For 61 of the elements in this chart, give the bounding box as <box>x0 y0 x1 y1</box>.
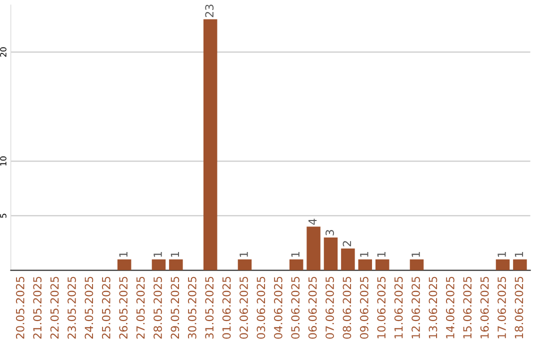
data-label: 3 <box>326 230 334 236</box>
x-tick-label: 22.05.2025 <box>50 276 59 339</box>
x-tick-label: 04.06.2025 <box>274 276 282 339</box>
x-tick-label: 27.05.2025 <box>136 276 145 339</box>
x-tick-label: 26.05.2025 <box>119 276 128 339</box>
x-tick-label: 24.05.2025 <box>84 276 94 339</box>
x-tick-label: 16.06.2025 <box>480 276 489 338</box>
x-tick-label: 01.06.2025 <box>222 276 231 339</box>
data-label: 1 <box>498 252 506 257</box>
x-tick-label: 10.06.2025 <box>377 276 386 338</box>
bar <box>117 259 132 270</box>
x-tick-label: 06.06.2025 <box>308 276 317 339</box>
y-tick-label: 5 <box>0 214 6 218</box>
bar <box>203 19 218 270</box>
x-tick-label: 30.05.2025 <box>188 276 196 339</box>
data-label: 23 <box>205 4 214 18</box>
data-label: 1 <box>360 252 368 257</box>
bar <box>375 259 390 270</box>
x-tick-label: 21.05.2025 <box>33 276 42 339</box>
data-label: 1 <box>377 252 386 257</box>
x-tick-label: 31.05.2025 <box>205 276 214 339</box>
bar <box>324 238 338 270</box>
x-tick-label: 13.06.2025 <box>428 276 438 338</box>
bar <box>238 259 252 270</box>
x-tick-label: 03.06.2025 <box>256 276 266 339</box>
data-label: 1 <box>119 252 128 257</box>
data-label: 1 <box>412 252 420 257</box>
x-tick-label: 14.06.2025 <box>446 276 454 338</box>
data-label: 1 <box>154 252 162 257</box>
x-tick-label: 09.06.2025 <box>360 276 368 339</box>
data-label: 1 <box>291 252 300 257</box>
x-tick-label: 20.05.2025 <box>16 276 24 339</box>
bar <box>306 226 320 270</box>
y-tick-label: 20 <box>0 47 6 57</box>
x-tick-label: 08.06.2025 <box>342 276 352 339</box>
x-tick-label: 25.05.2025 <box>102 276 110 339</box>
bar <box>152 259 166 270</box>
bar <box>169 259 183 270</box>
x-tick-label: 28.05.2025 <box>154 276 162 339</box>
x-tick-label: 11.06.2025 <box>394 276 403 338</box>
data-label: 1 <box>240 252 248 257</box>
bar <box>496 259 510 270</box>
x-tick-label: 15.06.2025 <box>463 276 472 338</box>
bar <box>341 248 355 270</box>
bar <box>410 259 424 270</box>
data-label: 2 <box>342 241 352 246</box>
data-label: 1 <box>170 252 179 257</box>
x-tick-label: 05.06.2025 <box>291 276 300 339</box>
bar <box>513 259 527 270</box>
x-tick-label: 07.06.2025 <box>326 276 334 339</box>
x-tick-label: 02.06.2025 <box>240 276 248 339</box>
x-tick-label: 23.05.2025 <box>68 276 76 339</box>
x-tick-label: 29.05.2025 <box>170 276 180 339</box>
y-tick-label: 10 <box>0 156 6 166</box>
x-tick-label: 18.06.2025 <box>514 276 524 338</box>
bar <box>358 259 372 270</box>
data-label: 4 <box>308 218 317 225</box>
data-label: 1 <box>514 252 524 257</box>
bar <box>289 259 304 270</box>
x-tick-label: 12.06.2025 <box>412 276 420 338</box>
x-tick-label: 17.06.2025 <box>498 276 506 338</box>
